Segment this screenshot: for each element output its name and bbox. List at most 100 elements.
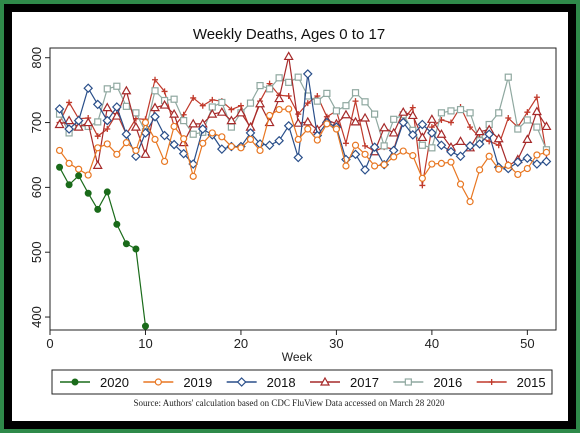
legend-label: 2017 bbox=[350, 375, 379, 390]
data-point-2016 bbox=[390, 115, 398, 123]
weekly-deaths-chart: Weekly Deaths, Ages 0 to 17 0 10 20 30 40 50 4… bbox=[29, 26, 557, 408]
legend-marker bbox=[404, 378, 412, 386]
data-point-2017 bbox=[207, 108, 218, 118]
data-point-2015 bbox=[533, 94, 540, 101]
series-line-2018 bbox=[59, 73, 547, 172]
data-point-2018 bbox=[512, 157, 523, 167]
data-point-2017 bbox=[293, 117, 304, 127]
data-point-2020 bbox=[122, 240, 130, 248]
data-point-2019 bbox=[55, 146, 64, 155]
data-point-2018 bbox=[427, 128, 437, 138]
data-point-2019 bbox=[227, 142, 235, 151]
data-point-2020 bbox=[65, 181, 73, 189]
data-point-2017 bbox=[360, 112, 371, 122]
plot-border bbox=[49, 47, 557, 331]
data-point-2016 bbox=[189, 130, 197, 138]
data-point-2019 bbox=[342, 162, 350, 170]
series-line-2019 bbox=[59, 108, 547, 204]
data-point-2019 bbox=[504, 161, 512, 169]
legend-marker bbox=[488, 379, 495, 385]
data-point-2019 bbox=[208, 129, 216, 137]
data-point-2016 bbox=[466, 109, 474, 117]
data-point-2016 bbox=[342, 102, 350, 110]
data-point-2017 bbox=[64, 115, 75, 125]
data-point-2015 bbox=[199, 102, 206, 109]
data-point-2017 bbox=[436, 129, 447, 138]
data-point-2020 bbox=[132, 245, 140, 253]
legend-marker bbox=[319, 376, 331, 386]
data-point-2020 bbox=[113, 220, 121, 228]
data-point-2020 bbox=[94, 205, 102, 213]
source-note: Source: Authors' calculation based on CD… bbox=[133, 398, 445, 408]
data-point-2018 bbox=[169, 139, 179, 150]
data-point-2018 bbox=[541, 156, 552, 167]
data-point-2017 bbox=[121, 85, 132, 95]
data-point-2019 bbox=[132, 146, 140, 155]
data-point-2016 bbox=[447, 107, 455, 115]
data-point-2016 bbox=[94, 118, 102, 126]
data-point-2018 bbox=[197, 124, 208, 134]
data-point-2017 bbox=[340, 109, 351, 119]
data-point-2018 bbox=[436, 140, 447, 151]
x-tick-label: 0 bbox=[46, 336, 53, 351]
data-point-2015 bbox=[505, 115, 512, 122]
data-point-2020 bbox=[56, 163, 64, 171]
data-point-2016 bbox=[323, 89, 331, 97]
data-point-2019 bbox=[189, 172, 197, 180]
data-point-2018 bbox=[293, 152, 304, 163]
data-point-2018 bbox=[274, 135, 284, 146]
data-point-2017 bbox=[493, 133, 504, 143]
x-axis-label: Week bbox=[282, 350, 313, 364]
data-point-2015 bbox=[447, 119, 454, 126]
data-point-2015 bbox=[467, 124, 474, 131]
data-point-2018 bbox=[522, 153, 533, 164]
data-point-2018 bbox=[92, 99, 103, 110]
data-point-2016 bbox=[428, 144, 436, 152]
data-point-2015 bbox=[152, 76, 159, 83]
data-point-2020 bbox=[141, 322, 149, 330]
data-point-2019 bbox=[351, 141, 360, 149]
series-line-2015 bbox=[59, 78, 548, 186]
data-point-2018 bbox=[407, 130, 418, 140]
data-point-2017 bbox=[188, 118, 199, 128]
legend-marker bbox=[236, 377, 247, 387]
data-point-2016 bbox=[218, 98, 226, 107]
legend-item-2017: 2017 bbox=[310, 375, 379, 390]
data-point-2018 bbox=[178, 148, 189, 159]
data-point-2019 bbox=[533, 151, 541, 159]
data-point-2015 bbox=[104, 126, 111, 133]
series-line-2020 bbox=[59, 166, 147, 327]
legend-item-2016: 2016 bbox=[393, 375, 462, 390]
data-point-2016 bbox=[380, 142, 388, 150]
data-point-2017 bbox=[426, 114, 437, 123]
data-point-2016 bbox=[265, 85, 274, 93]
data-point-2017 bbox=[302, 116, 313, 126]
data-point-2017 bbox=[274, 93, 285, 103]
data-point-2018 bbox=[111, 102, 122, 112]
data-point-2019 bbox=[84, 171, 92, 179]
data-point-2019 bbox=[199, 139, 207, 147]
data-point-2016 bbox=[313, 97, 321, 105]
data-point-2019 bbox=[332, 125, 341, 133]
x-tick-label: 30 bbox=[329, 336, 343, 351]
x-tick-label: 40 bbox=[425, 336, 439, 351]
y-tick-label: 500 bbox=[29, 241, 44, 263]
series-2017 bbox=[54, 51, 552, 170]
data-point-2018 bbox=[283, 120, 294, 131]
data-point-2019 bbox=[390, 153, 398, 161]
y-tick-label: 600 bbox=[29, 177, 44, 199]
data-point-2019 bbox=[285, 105, 293, 113]
data-point-2018 bbox=[360, 165, 370, 175]
data-point-2018 bbox=[465, 141, 475, 151]
legend-item-2018: 2018 bbox=[226, 375, 296, 390]
data-point-2019 bbox=[466, 198, 474, 206]
data-point-2019 bbox=[485, 152, 493, 160]
data-point-2017 bbox=[541, 121, 552, 131]
data-point-2018 bbox=[350, 149, 361, 160]
series-2020 bbox=[56, 163, 149, 330]
data-point-2017 bbox=[283, 51, 294, 61]
data-point-2018 bbox=[73, 115, 84, 126]
legend-marker bbox=[154, 378, 162, 386]
data-point-2016 bbox=[351, 89, 360, 97]
data-point-2019 bbox=[294, 135, 302, 144]
